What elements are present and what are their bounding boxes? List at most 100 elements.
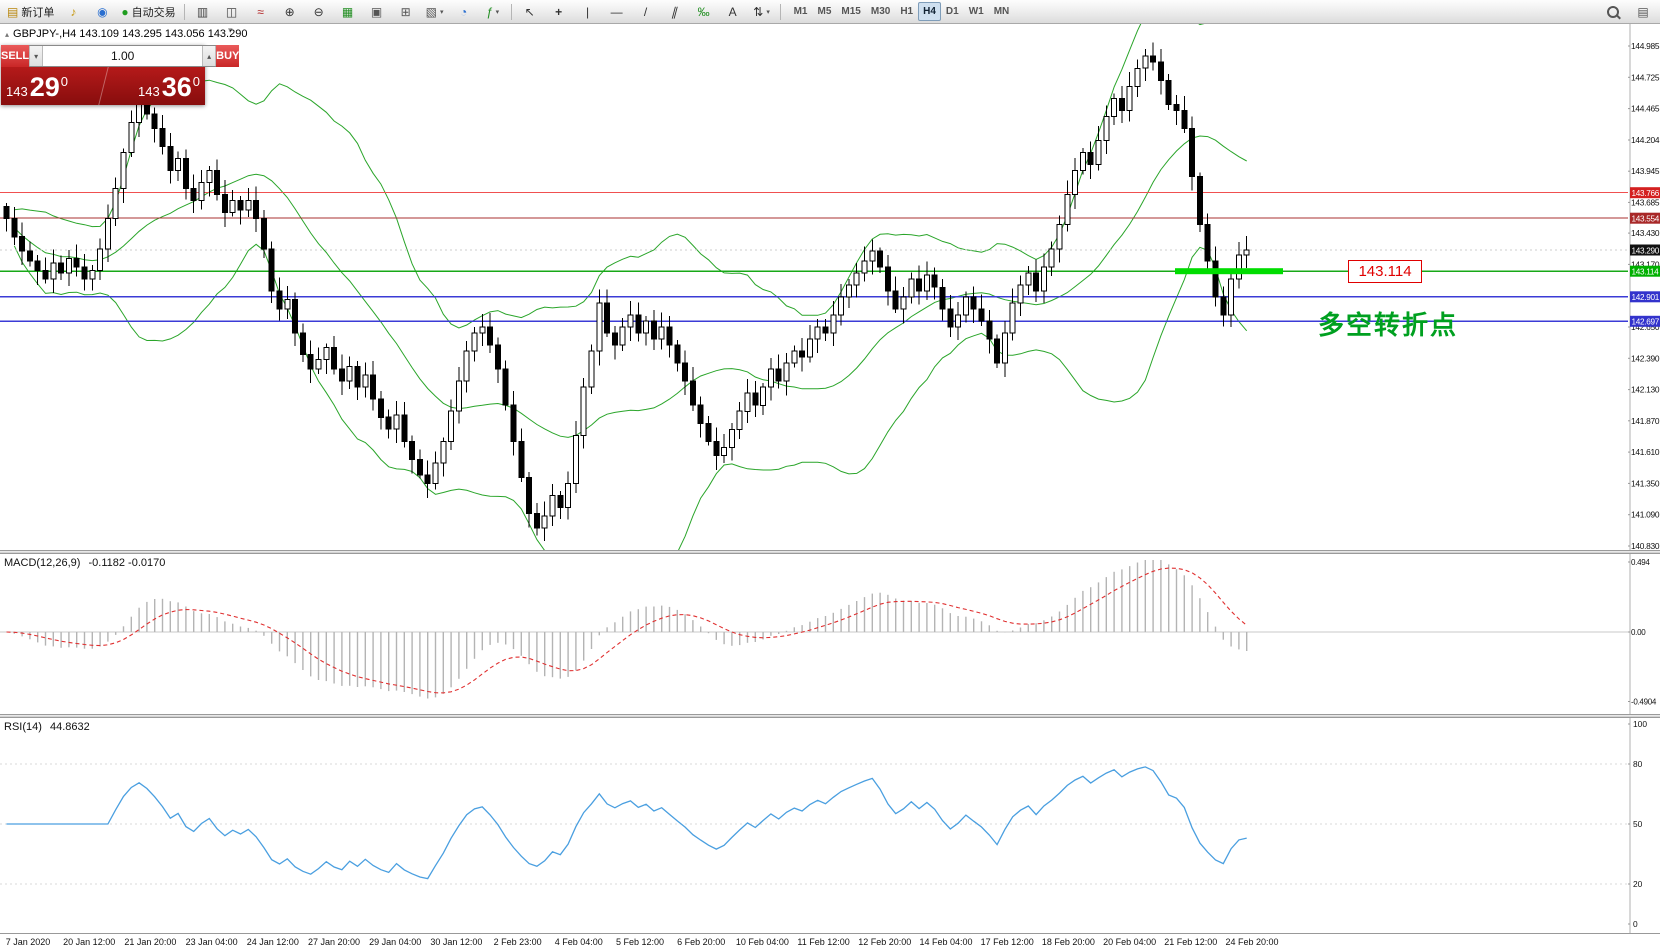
timeframe-button-d1[interactable]: D1 — [945, 6, 959, 17]
price-tag — [1630, 244, 1660, 256]
timeframe-toolbar: M1 M5 M15 M30 H1 H4 D1 W1 MN — [789, 2, 1015, 21]
tile-windows-button[interactable]: ▣ — [363, 1, 391, 23]
rsi-value: 44.8632 — [49, 721, 90, 733]
svg-text:143.766: 143.766 — [1632, 189, 1660, 198]
buy-price-pips: 36 — [161, 72, 192, 102]
timeframe-button-m30[interactable]: M30 — [870, 6, 891, 17]
candlestick-icon: ◫ — [225, 4, 238, 19]
rsi-canvas[interactable]: 100 80 50 20 0 — [0, 718, 1660, 933]
horizontal-line-tool-button[interactable]: — — [603, 1, 631, 23]
price-tag — [1630, 187, 1660, 199]
macd-panel[interactable]: 0.494 0.00 -0.4904 MACD(12,26,9) -0.1182 -… — [0, 554, 1660, 714]
auto-arrange-button[interactable]: ▦ — [334, 1, 362, 23]
one-click-toggle-icon[interactable]: ▴ — [5, 29, 10, 39]
time-label: 2 Feb 23:00 — [493, 937, 542, 947]
bar-chart-button[interactable]: ▥ — [189, 1, 217, 23]
panel-divider[interactable] — [0, 550, 1660, 554]
auto-trading-button[interactable]: ● 自动交易 — [117, 1, 179, 23]
volume-input[interactable] — [43, 46, 203, 66]
svg-text:142.390: 142.390 — [1631, 353, 1660, 363]
search-icon — [1607, 5, 1619, 18]
crosshair-tool-button[interactable]: + — [545, 1, 573, 23]
chart-shift-marker[interactable]: ▾ — [228, 25, 233, 35]
horizontal-line-icon: — — [610, 4, 623, 19]
fibonacci-tool-button[interactable]: ‰ — [690, 1, 718, 23]
price-callout-label[interactable]: 143.114 — [1348, 260, 1422, 283]
svg-text:142.130: 142.130 — [1631, 385, 1660, 395]
buy-price-base: 143 — [138, 84, 160, 99]
svg-text:143.945: 143.945 — [1631, 166, 1660, 176]
text-tool-button[interactable]: A — [719, 1, 747, 23]
svg-text:0: 0 — [1633, 919, 1638, 929]
time-label: 29 Jan 04:00 — [369, 937, 422, 947]
zoom-in-button[interactable]: ⊕ — [276, 1, 304, 23]
svg-text:143.170: 143.170 — [1631, 259, 1660, 269]
new-order-button[interactable]: ▤ 新订单 — [3, 1, 58, 23]
candlestick-chart-button[interactable]: ◫ — [218, 1, 246, 23]
sell-price-base: 143 — [6, 84, 28, 99]
trendline-tool-button[interactable]: / — [632, 1, 660, 23]
timeframe-button-h4[interactable]: H4 — [918, 2, 941, 21]
candles — [3, 42, 1250, 542]
indicators-button[interactable]: ƒ ▾ — [479, 1, 507, 23]
new-chart-button[interactable]: ▧ ▾ — [421, 1, 449, 23]
buy-button[interactable]: BUY — [216, 45, 240, 67]
market-watch-button[interactable]: ◉ — [88, 1, 116, 23]
turning-point-annotation[interactable]: 多空转折点 — [1318, 310, 1459, 340]
time-label: 24 Feb 20:00 — [1225, 937, 1279, 947]
timeframe-button-m5[interactable]: M5 — [817, 6, 832, 17]
cursor-tool-button[interactable]: ↖ — [516, 1, 544, 23]
panel-divider[interactable] — [0, 714, 1660, 718]
toolbar-separator — [510, 3, 512, 20]
main-chart-panel[interactable]: 144.985 144.725 144.465 144.204 143.945 143.6… — [0, 24, 1660, 550]
svg-text:143.685: 143.685 — [1631, 197, 1660, 207]
macd-label: MACD(12,26,9) -0.1182 -0.0170 — [4, 557, 165, 569]
search-button[interactable] — [1599, 1, 1627, 23]
price-tag — [1630, 212, 1660, 224]
svg-text:142.697: 142.697 — [1632, 318, 1660, 327]
sell-button[interactable]: SELL — [1, 45, 30, 67]
arrows-tool-button[interactable]: ⇅ ▾ — [748, 1, 776, 23]
rsi-name: RSI(14) — [4, 721, 42, 733]
rsi-panel[interactable]: 100 80 50 20 0 RSI(14) 44.8632 — [0, 718, 1660, 933]
bar-chart-icon: ▥ — [196, 4, 209, 19]
toolbar-right-group: ▤ — [1599, 1, 1657, 23]
volume-increase-button[interactable]: ▴ — [202, 46, 217, 66]
vertical-line-icon: | — [586, 4, 590, 19]
layout-button[interactable]: ▤ — [1629, 1, 1657, 23]
sound-button[interactable]: ♪ — [59, 1, 87, 23]
volume-decrease-button[interactable]: ▾ — [29, 46, 44, 66]
timeframe-button-h1[interactable]: H1 — [900, 6, 914, 17]
time-axis[interactable]: 7 Jan 2020 20 Jan 12:00 21 Jan 20:00 23 Jan… — [0, 933, 1660, 949]
periods-button[interactable]: ◔ — [450, 1, 478, 23]
svg-text:143.114: 143.114 — [1632, 268, 1660, 277]
svg-text:141.870: 141.870 — [1631, 416, 1660, 426]
buy-price-point: 0 — [192, 74, 200, 89]
time-label: 17 Feb 12:00 — [980, 937, 1034, 947]
macd-name: MACD(12,26,9) — [4, 557, 81, 569]
line-chart-icon: ≈ — [257, 4, 264, 19]
sell-price-pips: 29 — [29, 72, 60, 102]
sell-price[interactable]: 143 29 0 — [1, 67, 103, 105]
macd-canvas[interactable]: 0.494 0.00 -0.4904 — [0, 554, 1660, 714]
svg-text:100: 100 — [1633, 719, 1647, 729]
buy-price[interactable]: 143 36 0 — [103, 67, 205, 105]
new-chart-dropdown-icon: ▾ — [440, 8, 444, 16]
zoom-out-button[interactable]: ⊖ — [305, 1, 333, 23]
timeframe-button-mn[interactable]: MN — [993, 6, 1010, 17]
svg-text:0.494: 0.494 — [1631, 558, 1650, 567]
indicators-dropdown-icon: ▾ — [495, 8, 500, 16]
svg-text:144.465: 144.465 — [1631, 104, 1660, 114]
channel-tool-button[interactable]: ∥ — [661, 1, 689, 23]
volume-stepper: ▾ ▴ — [29, 45, 217, 67]
timeframe-button-w1[interactable]: W1 — [968, 6, 984, 17]
line-chart-button[interactable]: ≈ — [247, 1, 275, 23]
market-icon: ◉ — [97, 4, 108, 19]
timeframe-button-m15[interactable]: M15 — [841, 6, 861, 17]
svg-text:0.00: 0.00 — [1631, 628, 1646, 637]
cascade-windows-button[interactable]: ⊞ — [392, 1, 420, 23]
timeframe-button-m1[interactable]: M1 — [793, 6, 808, 17]
vertical-line-tool-button[interactable]: | — [574, 1, 602, 23]
arrows-dropdown-icon: ▾ — [766, 8, 770, 16]
main-chart-canvas[interactable]: 144.985 144.725 144.465 144.204 143.945 143.6… — [0, 24, 1660, 550]
